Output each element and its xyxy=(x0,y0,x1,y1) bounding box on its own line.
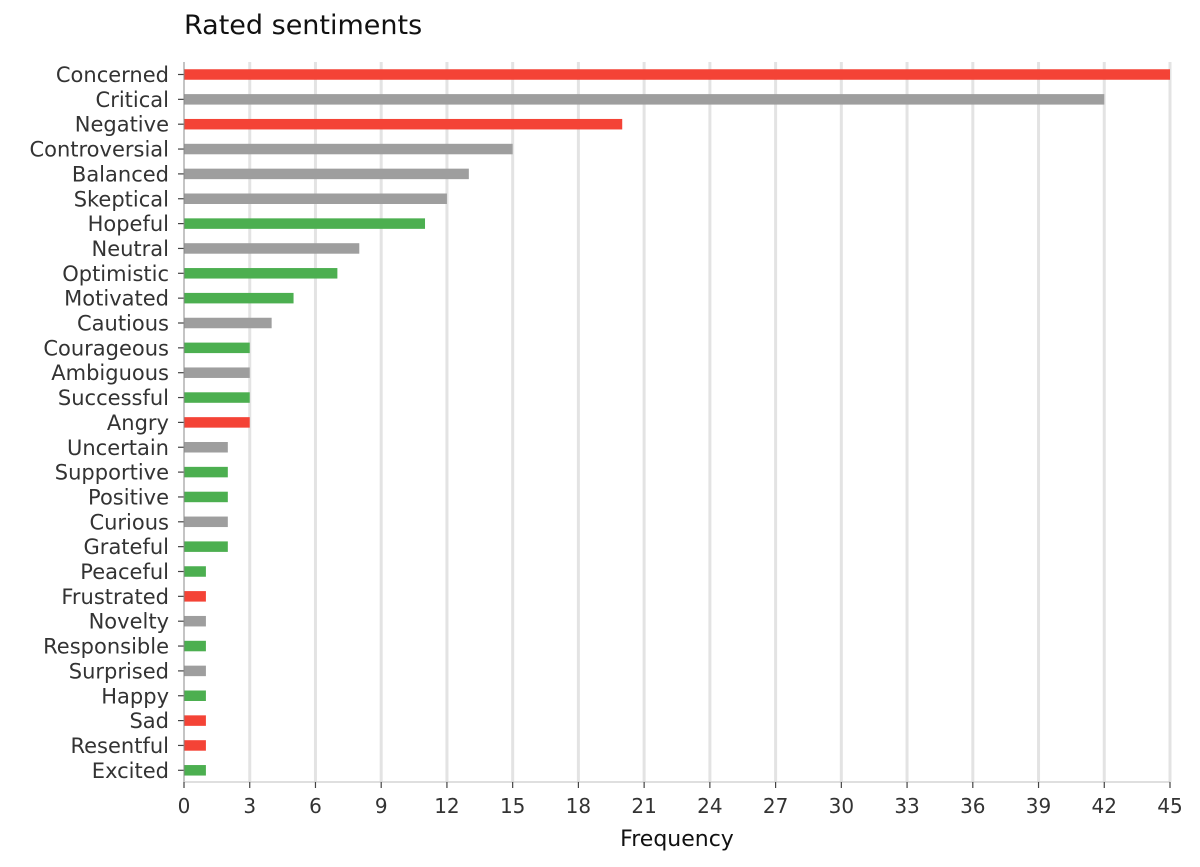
bar xyxy=(184,640,206,652)
y-tick-label: Concerned xyxy=(56,63,169,87)
bar xyxy=(184,392,250,403)
bar xyxy=(184,317,272,329)
y-tick-label: Uncertain xyxy=(67,436,169,460)
x-tick-label: 45 xyxy=(1157,794,1182,818)
bar xyxy=(184,243,360,254)
bar xyxy=(184,715,206,726)
y-tick-label: Courageous xyxy=(43,336,169,360)
bar xyxy=(184,292,294,304)
bar xyxy=(184,690,206,701)
y-tick-label: Critical xyxy=(96,88,169,112)
bar xyxy=(184,541,228,552)
y-tick-label: Excited xyxy=(92,759,169,783)
y-tick-label: Neutral xyxy=(91,237,169,261)
grid-lines xyxy=(248,62,1172,782)
y-tick-label: Peaceful xyxy=(80,560,169,584)
chart-title: Rated sentiments xyxy=(184,10,423,41)
x-axis-label: Frequency xyxy=(620,827,734,852)
y-tick-label: Novelty xyxy=(89,610,169,634)
x-tick-label: 21 xyxy=(631,794,656,818)
y-tick-label: Motivated xyxy=(64,287,169,311)
bar xyxy=(184,417,250,428)
y-tick-label: Happy xyxy=(101,684,169,708)
bar xyxy=(184,591,206,602)
y-tick-label: Resentful xyxy=(70,734,169,758)
y-tick-label: Surprised xyxy=(69,659,169,683)
y-tick-label: Sad xyxy=(129,709,169,733)
x-tick-label: 36 xyxy=(960,794,985,818)
x-tick-label: 42 xyxy=(1092,794,1117,818)
y-tick-label: Negative xyxy=(75,113,169,137)
bar xyxy=(184,268,338,279)
bar xyxy=(184,765,206,776)
x-tick-label: 24 xyxy=(697,794,722,818)
y-tick-label: Hopeful xyxy=(88,212,169,236)
bar xyxy=(184,491,228,503)
axes xyxy=(178,62,1171,788)
y-tick-label: Angry xyxy=(107,411,169,435)
y-tick-label: Ambiguous xyxy=(51,361,169,385)
y-tick-label: Controversial xyxy=(29,138,169,162)
bar xyxy=(184,442,228,453)
x-tick-label: 0 xyxy=(178,794,191,818)
y-tick-label: Frustrated xyxy=(61,585,169,609)
bar xyxy=(184,342,250,354)
x-tick-label: 6 xyxy=(309,794,322,818)
bar xyxy=(184,367,250,378)
y-tick-labels: ConcernedCriticalNegativeControversialBa… xyxy=(29,63,169,783)
bar xyxy=(184,665,206,677)
y-tick-label: Positive xyxy=(88,485,169,509)
x-tick-label: 27 xyxy=(763,794,788,818)
bar xyxy=(184,466,228,478)
y-tick-label: Grateful xyxy=(84,535,169,559)
bar xyxy=(184,143,513,155)
y-tick-label: Cautious xyxy=(77,312,169,336)
bar xyxy=(184,566,206,577)
y-tick-label: Curious xyxy=(89,510,169,534)
y-tick-label: Skeptical xyxy=(74,187,169,211)
bar xyxy=(184,740,206,751)
x-tick-label: 9 xyxy=(375,794,388,818)
y-tick-label: Successful xyxy=(58,386,169,410)
bar xyxy=(184,516,228,528)
bar xyxy=(184,615,206,627)
x-tick-labels: 0 3 6 9 12 15 18 21 24 27 30 33 36 39 42 45 xyxy=(178,794,1183,818)
bar xyxy=(184,118,623,130)
x-tick-label: 12 xyxy=(434,794,459,818)
x-tick-label: 15 xyxy=(500,794,525,818)
bars xyxy=(184,69,1170,776)
y-tick-label: Balanced xyxy=(72,162,169,186)
x-tick-label: 39 xyxy=(1026,794,1051,818)
y-tick-label: Responsible xyxy=(43,635,169,659)
bar xyxy=(184,69,1170,80)
x-tick-label: 3 xyxy=(243,794,256,818)
bar xyxy=(184,94,1105,105)
x-tick-label: 18 xyxy=(566,794,591,818)
x-tick-label: 30 xyxy=(829,794,854,818)
x-tick-label: 33 xyxy=(894,794,919,818)
y-tick-label: Supportive xyxy=(55,461,169,485)
bar xyxy=(184,193,447,204)
bar xyxy=(184,218,426,229)
bar xyxy=(184,168,469,180)
y-tick-label: Optimistic xyxy=(62,262,169,286)
